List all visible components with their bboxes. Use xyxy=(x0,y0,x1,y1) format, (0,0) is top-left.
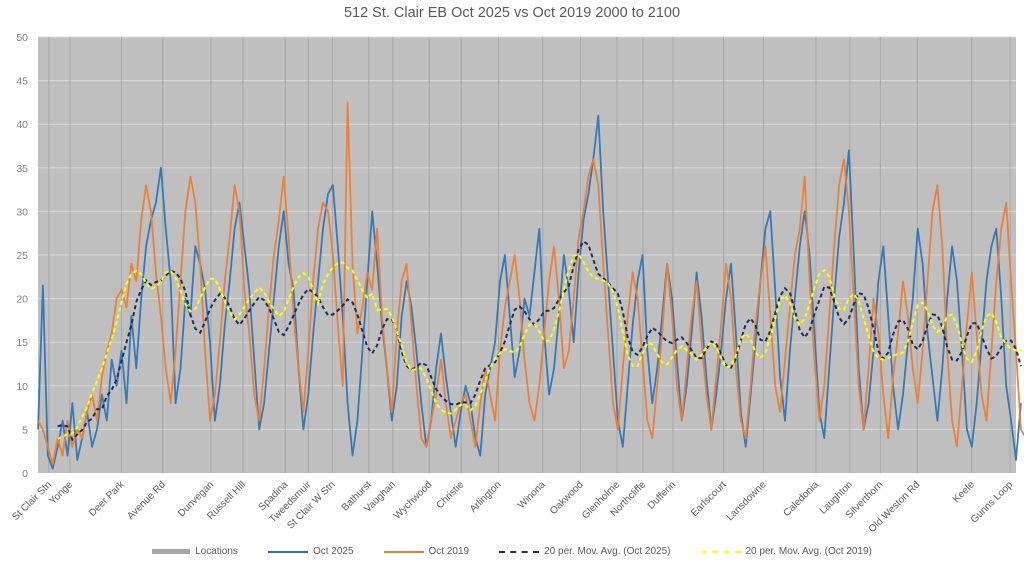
legend-label: Locations xyxy=(195,546,238,557)
legend-label: Oct 2025 xyxy=(312,546,354,557)
x-tick-label: Deer Park xyxy=(87,479,127,519)
y-axis-ticks: 0 5 10 15 20 25 30 35 40 45 50 xyxy=(16,32,28,480)
y-tick-label: 40 xyxy=(16,119,28,131)
series-line-oct-2019 xyxy=(37,101,1024,466)
legend-swatch-oct-2019 xyxy=(383,550,424,553)
y-tick-label: 15 xyxy=(16,337,28,349)
legend-item-locations: Locations xyxy=(152,546,238,557)
legend-label: 20 per. Mov. Avg. (Oct 2019) xyxy=(745,546,872,557)
legend-item-ma-2025: 20 per. Mov. Avg. (Oct 2025) xyxy=(499,546,671,557)
y-tick-label: 20 xyxy=(16,294,28,306)
legend-item-oct-2025: Oct 2025 xyxy=(267,546,354,557)
y-tick-label: 5 xyxy=(22,424,28,436)
y-tick-label: 0 xyxy=(22,468,28,480)
legend-item-oct-2019: Oct 2019 xyxy=(383,546,470,557)
legend-item-ma-2019: 20 per. Mov. Avg. (Oct 2019) xyxy=(700,546,872,557)
y-tick-label: 45 xyxy=(16,76,28,88)
moving-average-oct-2019 xyxy=(57,253,1024,440)
x-tick-label: Earlscourt xyxy=(689,479,729,519)
series-line-oct-2025 xyxy=(37,114,1022,470)
x-tick-label: Yonge xyxy=(47,479,75,507)
y-tick-label: 35 xyxy=(16,163,28,175)
x-tick-label: Caledonia xyxy=(781,479,821,519)
x-tick-label: Keele xyxy=(951,479,977,505)
x-tick-label: St Clair Stn xyxy=(10,479,54,523)
x-tick-label: Avenue Rd xyxy=(125,479,168,522)
legend-swatch-locations xyxy=(152,549,191,554)
legend-swatch-oct-2025 xyxy=(267,550,308,553)
y-tick-label: 50 xyxy=(16,32,28,44)
y-tick-label: 25 xyxy=(16,250,28,262)
legend-swatch-ma-2025 xyxy=(499,550,540,553)
legend-swatch-ma-2019 xyxy=(700,550,741,553)
x-tick-label: Dufferin xyxy=(646,479,678,511)
series-layer xyxy=(37,101,1024,470)
legend-label: Oct 2019 xyxy=(428,546,470,557)
x-tick-label: Wychwood xyxy=(392,479,434,521)
y-tick-label: 30 xyxy=(16,206,28,218)
chart-title: 512 St. Clair EB Oct 2025 vs Oct 2019 20… xyxy=(343,5,681,21)
x-tick-label: Winona xyxy=(516,479,548,511)
legend-label: 20 per. Mov. Avg. (Oct 2025) xyxy=(544,546,671,557)
legend: Locations Oct 2025 Oct 2019 20 per. Mov.… xyxy=(0,546,1024,557)
x-tick-label: Arlington xyxy=(468,479,504,515)
x-tick-label: Lansdowne xyxy=(725,479,769,523)
horizontal-gridlines xyxy=(38,36,1016,430)
location-gridlines xyxy=(48,37,1011,473)
y-tick-label: 10 xyxy=(16,381,28,393)
moving-average-oct-2025 xyxy=(57,240,1022,442)
x-tick-label: Oakwood xyxy=(548,479,586,517)
x-tick-label: Christie xyxy=(435,479,467,511)
x-tick-label: Gunns Loop xyxy=(969,479,1016,526)
